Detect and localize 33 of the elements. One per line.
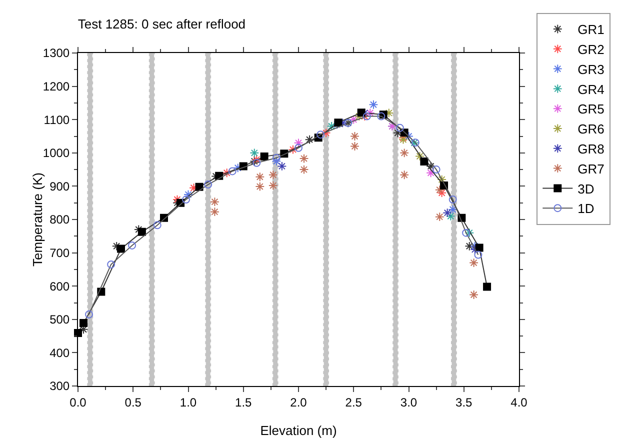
- x-tick-label: 3.0: [400, 395, 418, 410]
- y-tick-label: 500: [50, 312, 70, 327]
- legend-label: GR7: [578, 161, 604, 176]
- legend-label: GR8: [578, 141, 604, 156]
- x-tick-label: 2.5: [345, 395, 362, 410]
- y-tick-label: 700: [50, 246, 70, 260]
- x-tick-label: 0.5: [124, 395, 142, 410]
- x-tick-label: 1.5: [235, 395, 252, 410]
- legend-label: GR2: [578, 42, 604, 57]
- y-tick-label: 1000: [42, 146, 70, 160]
- x-tick-label: 2.0: [290, 395, 308, 410]
- y-tick-label: 1200: [42, 80, 70, 94]
- y-tick-label: 1300: [42, 46, 70, 60]
- x-tick-label: 1.0: [180, 395, 197, 410]
- legend-label: 1D: [578, 201, 594, 216]
- x-tick-label: 4.0: [510, 395, 528, 410]
- y-axis-title: Temperature (K): [30, 172, 45, 266]
- legend-label: GR3: [578, 62, 604, 77]
- y-tick-label: 400: [50, 346, 70, 360]
- chart-title: Test 1285: 0 sec after reflood: [78, 16, 246, 32]
- y-tick-label: 300: [50, 379, 70, 394]
- legend-label: GR5: [578, 102, 604, 117]
- y-tick-label: 900: [50, 179, 70, 194]
- legend-label: GR1: [578, 22, 604, 38]
- legend-label: GR6: [578, 122, 604, 137]
- y-tick-label: 600: [50, 279, 70, 294]
- legend-label: GR4: [578, 82, 604, 97]
- legend-label: 3D: [578, 181, 594, 196]
- y-tick-label: 1100: [44, 112, 70, 127]
- x-axis-title: Elevation (m): [260, 423, 337, 438]
- x-tick-label: 3.5: [456, 395, 473, 410]
- y-tick-label: 800: [50, 212, 70, 227]
- x-tick-label: 0.0: [70, 395, 87, 410]
